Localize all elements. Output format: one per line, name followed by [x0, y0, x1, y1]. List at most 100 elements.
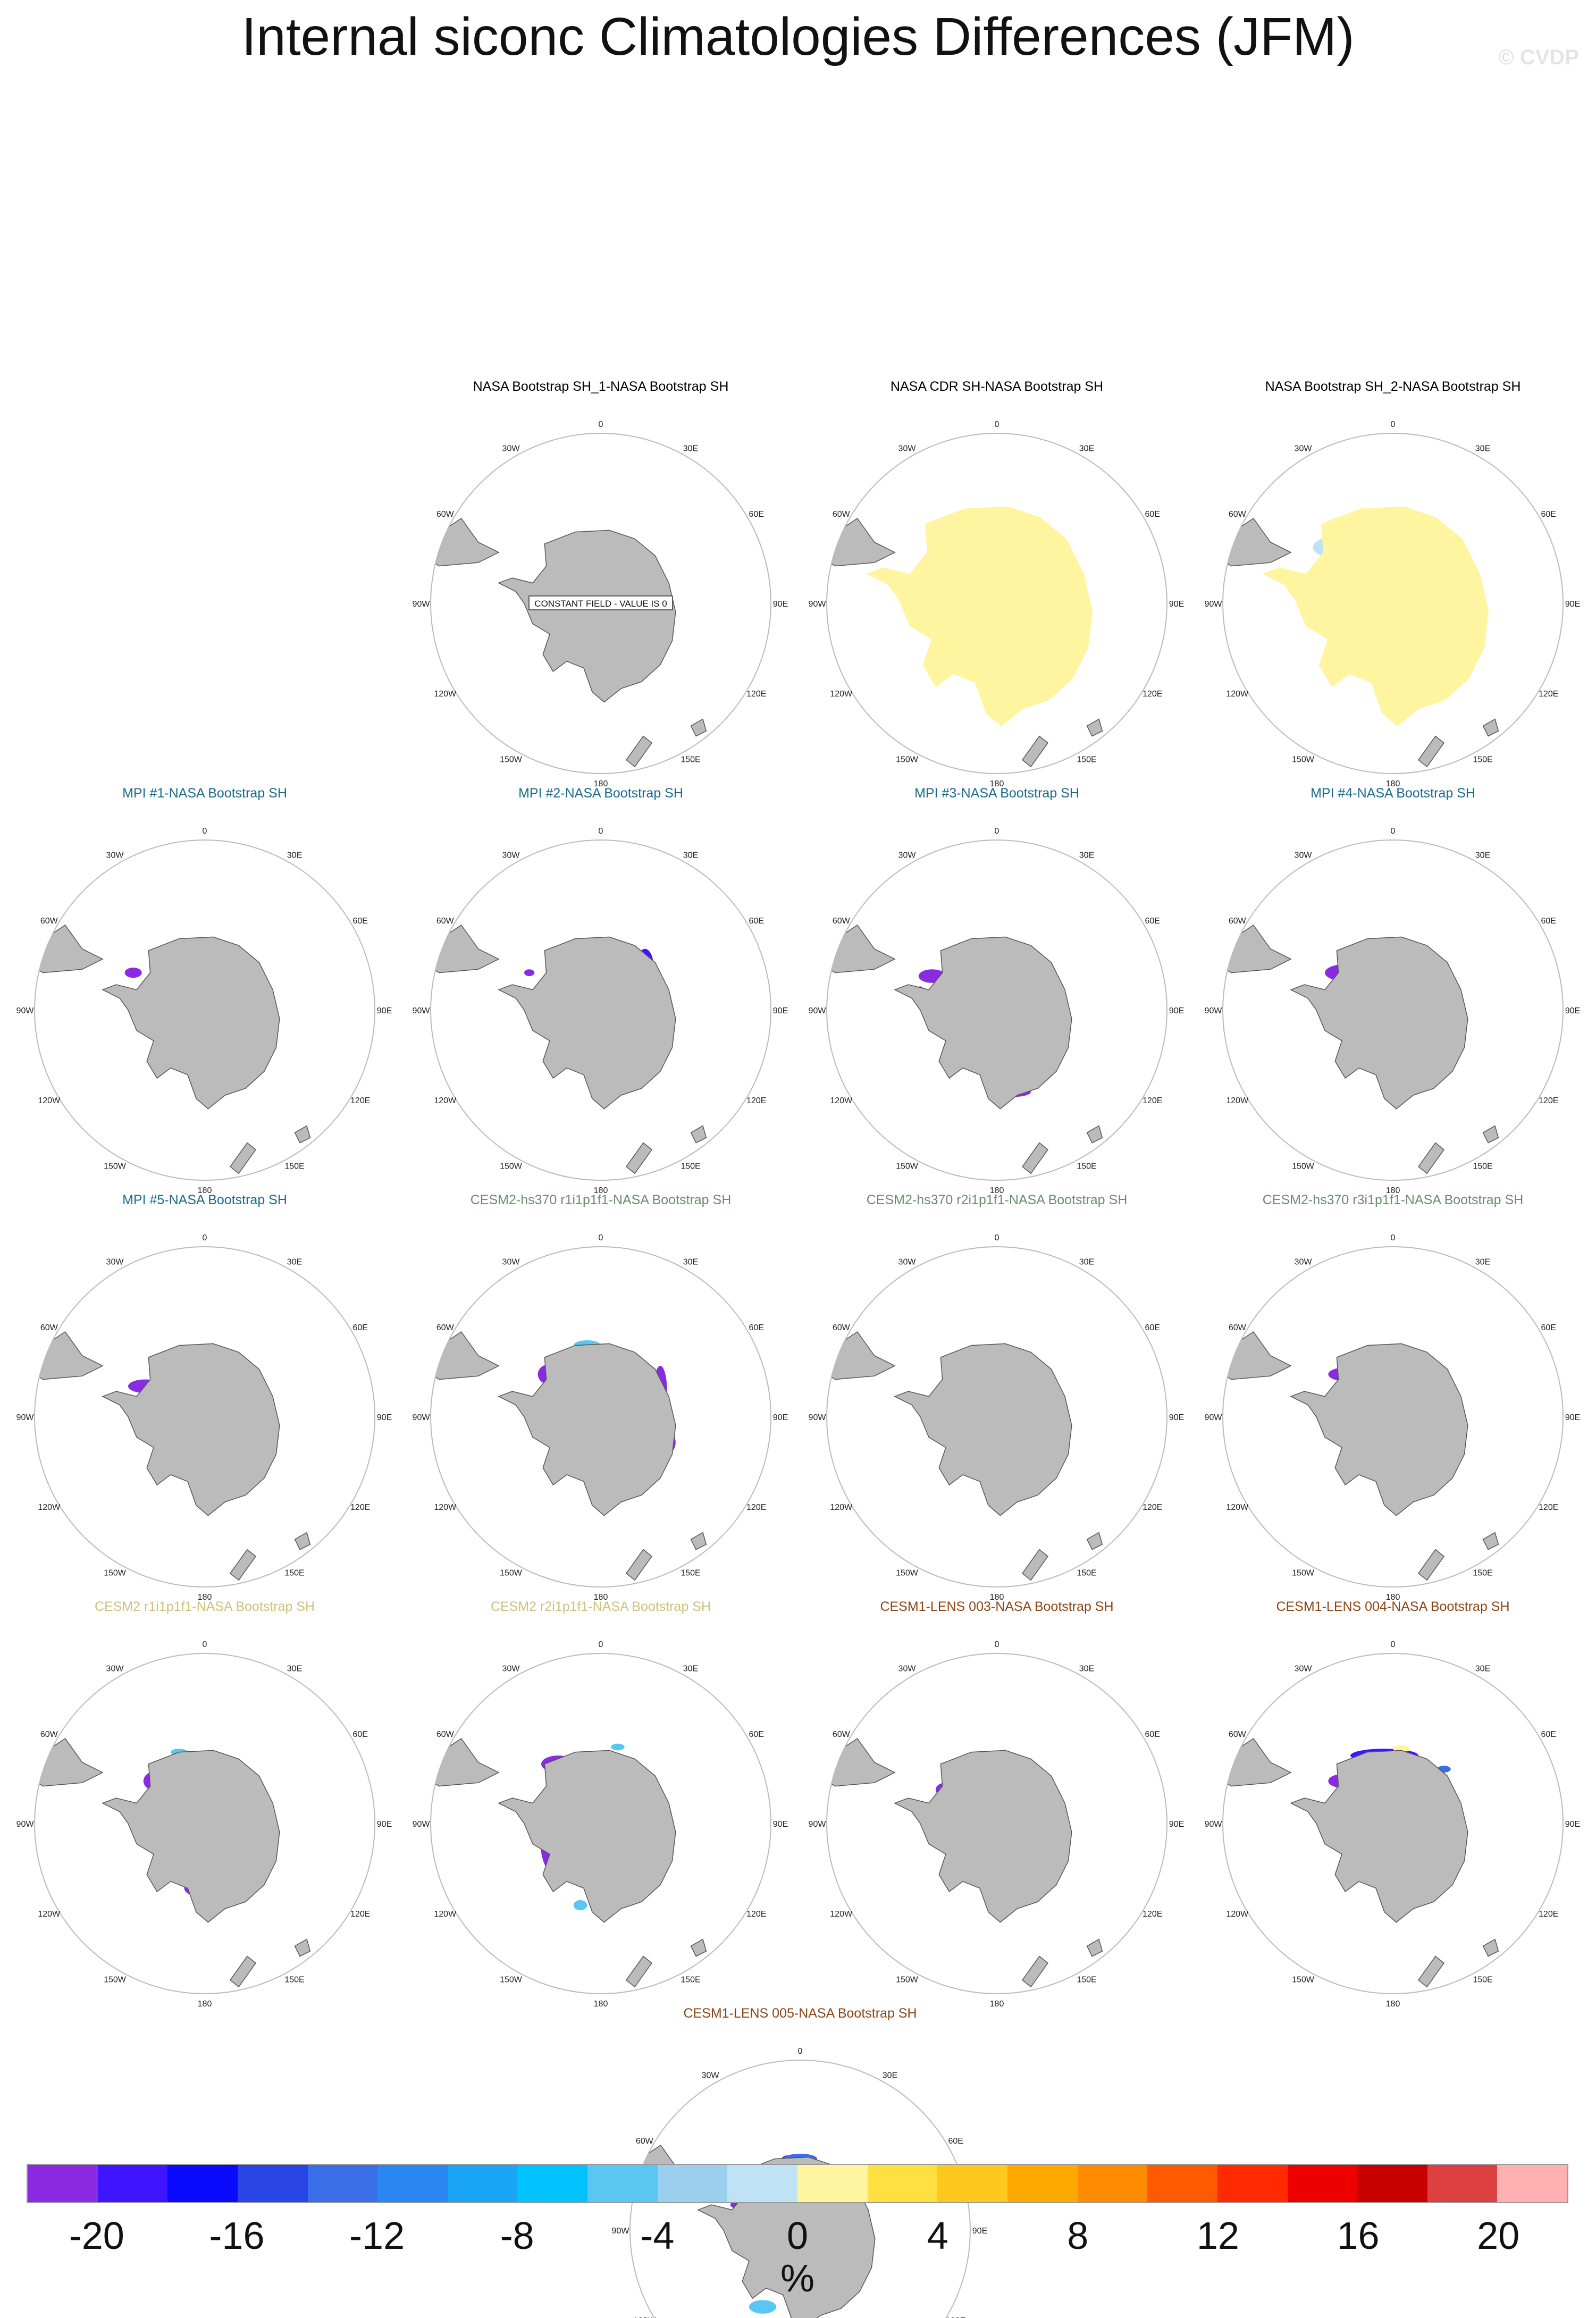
longitude-label: 90W	[809, 600, 827, 609]
map-panel: MPI #5-NASA Bootstrap SH 0 30E 60E 90E 120E 15…	[16, 1192, 392, 1602]
anomaly-patch	[524, 969, 535, 976]
new-zealand-landmass	[1021, 1549, 1049, 1581]
new-zealand-landmass	[625, 1549, 653, 1581]
south-america-landmass	[35, 1737, 104, 1787]
longitude-label: 150W	[500, 1569, 523, 1578]
longitude-label: 30E	[683, 1664, 698, 1673]
longitude-label: 90E	[1169, 1006, 1184, 1015]
longitude-label: 150W	[1292, 755, 1315, 765]
longitude-label: 90E	[773, 600, 788, 609]
colorbar-tick-label: -16	[209, 2215, 265, 2257]
colorbar-tick-label: -4	[640, 2215, 675, 2257]
longitude-label: 90W	[809, 1820, 827, 1829]
longitude-label: 120W	[830, 1503, 853, 1512]
longitude-label: 90W	[16, 1413, 35, 1422]
panel-title: NASA CDR SH-NASA Bootstrap SH	[891, 379, 1103, 394]
longitude-label: 120E	[1143, 1503, 1162, 1512]
longitude-label: 120E	[1539, 1096, 1558, 1105]
constant-field-box	[528, 595, 673, 610]
longitude-label: 30E	[1079, 851, 1094, 860]
tasmania-landmass	[1086, 1125, 1103, 1144]
panel-title: NASA Bootstrap SH_1-NASA Bootstrap SH	[473, 379, 729, 394]
colorbar-tick-label: -8	[500, 2215, 534, 2257]
antarctica-landmass	[894, 1343, 1072, 1516]
longitude-label: 30E	[287, 1664, 302, 1673]
map-boundary	[826, 433, 1167, 774]
longitude-label: 120E	[1539, 690, 1558, 699]
colorbar-segment	[167, 2165, 238, 2202]
longitude-label: 60W	[833, 917, 851, 926]
longitude-label: 60E	[749, 1730, 763, 1739]
map-content	[431, 924, 707, 1174]
map-boundary	[1222, 433, 1564, 774]
tasmania-landmass	[1086, 1532, 1103, 1550]
longitude-label: 30W	[1295, 851, 1313, 860]
antarctica-landmass	[498, 1343, 676, 1516]
panel-title: MPI #2-NASA Bootstrap SH	[518, 786, 683, 801]
new-zealand-landmass	[625, 1142, 653, 1174]
longitude-label: 120W	[434, 1096, 457, 1105]
new-zealand-landmass	[625, 1955, 653, 1988]
longitude-label: 90E	[1169, 1820, 1184, 1829]
longitude-label: 30W	[106, 1664, 124, 1673]
longitude-label: 120W	[434, 1910, 457, 1919]
longitude-label: 90W	[413, 1820, 431, 1829]
antarctica-landmass	[498, 936, 676, 1110]
colorbar-tick-label: 16	[1337, 2215, 1380, 2257]
longitude-label: 90E	[377, 1413, 392, 1422]
map-content	[431, 1331, 707, 1581]
map-boundary	[430, 839, 771, 1181]
colorbar-unit: %	[780, 2257, 815, 2300]
antarctica-landmass	[498, 1750, 676, 1923]
longitude-label: 0	[995, 1233, 999, 1242]
longitude-label: 60E	[1145, 1323, 1160, 1332]
longitude-label: 90E	[773, 1006, 788, 1015]
colorbar-tick-label: 4	[927, 2215, 948, 2257]
map-boundary	[34, 1246, 375, 1588]
longitude-label: 0	[995, 827, 999, 836]
longitude-label: 120W	[434, 1503, 457, 1512]
south-america-landmass	[827, 517, 896, 567]
longitude-label: 30W	[898, 851, 917, 860]
longitude-label: 150E	[1077, 1976, 1096, 1985]
colorbar-segment	[517, 2165, 588, 2202]
longitude-label: 0	[599, 827, 603, 836]
longitude-label: 150W	[896, 1162, 919, 1171]
longitude-label: 30W	[702, 2071, 720, 2080]
longitude-label: 60W	[636, 2137, 654, 2146]
longitude-label: 30E	[1475, 444, 1490, 453]
tasmania-landmass	[294, 1532, 311, 1550]
longitude-label: 60E	[352, 1730, 367, 1739]
map-content	[1223, 1737, 1499, 1988]
antarctica-landmass	[102, 1750, 280, 1923]
longitude-label: 120W	[38, 1096, 61, 1105]
colorbar-segment	[307, 2165, 378, 2202]
watermark: © CVDP	[1498, 46, 1579, 69]
longitude-label: 120W	[830, 1910, 853, 1919]
tasmania-landmass	[294, 1938, 311, 1957]
longitude-label: 30W	[1295, 1664, 1313, 1673]
longitude-label: 150W	[104, 1976, 127, 1985]
longitude-label: 180	[1386, 1593, 1400, 1602]
longitude-label: 150E	[1077, 1569, 1096, 1578]
longitude-label: 120E	[746, 1910, 766, 1919]
longitude-label: 180	[198, 2000, 212, 2009]
longitude-label: 120E	[350, 1503, 370, 1512]
map-boundary	[430, 1246, 771, 1588]
colorbar-segment	[1427, 2165, 1498, 2202]
anomaly-patch	[573, 1900, 587, 1911]
south-america-landmass	[1223, 1331, 1292, 1380]
longitude-label: 0	[1391, 1233, 1396, 1242]
map-boundary	[34, 839, 375, 1181]
new-zealand-landmass	[1021, 1955, 1049, 1988]
longitude-label: 60W	[40, 917, 58, 926]
longitude-label: 180	[1386, 1186, 1400, 1195]
longitude-label: 120E	[946, 2316, 965, 2318]
panel-title: CESM2 r2i1p1f1-NASA Bootstrap SH	[491, 1599, 711, 1614]
longitude-label: 30E	[683, 444, 698, 453]
antarctica-landmass	[102, 936, 280, 1110]
map-content	[827, 1737, 1103, 1988]
longitude-label: 120E	[1143, 690, 1162, 699]
longitude-label: 60E	[1541, 917, 1556, 926]
panel-title: MPI #1-NASA Bootstrap SH	[122, 786, 287, 801]
